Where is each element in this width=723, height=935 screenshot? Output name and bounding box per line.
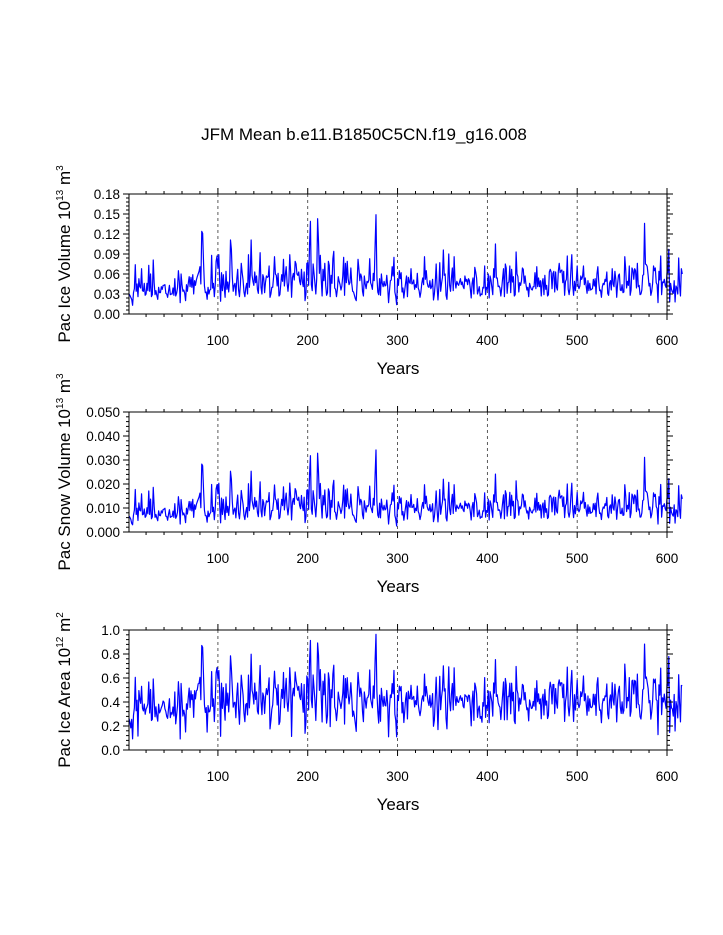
y-tick-label: 0.020 [86, 477, 120, 492]
ice-volume-plot-frame [128, 193, 668, 315]
y-tick-label: 0.4 [101, 695, 120, 710]
y-tick-label: 0.050 [86, 405, 120, 420]
x-tick-label: 600 [656, 769, 679, 784]
x-axis-title: Years [377, 795, 420, 814]
x-tick-label: 500 [566, 333, 589, 348]
x-tick-label: 400 [476, 333, 499, 348]
x-tick-label: 200 [296, 769, 319, 784]
x-tick-label: 300 [386, 769, 409, 784]
ice-area-series-line [128, 633, 683, 740]
y-tick-label: 0.09 [94, 247, 120, 262]
ice-area-plot-frame [128, 629, 668, 751]
x-tick-label: 600 [656, 333, 679, 348]
y-tick-label: 0.2 [101, 719, 120, 734]
y-axis-title: Pac Snow Volume 1013 m3 [55, 373, 74, 571]
y-tick-label: 0.6 [101, 671, 120, 686]
y-tick-label: 0.0 [101, 743, 120, 758]
y-tick-label: 0.06 [94, 267, 120, 282]
y-tick-label: 0.010 [86, 501, 120, 516]
y-axis-title: Pac Ice Area 1012 m2 [55, 612, 74, 768]
y-tick-label: 0.00 [94, 307, 120, 322]
y-tick-label: 0.12 [94, 227, 120, 242]
panel-ice-volume: 0.00 0.03 0.06 0.09 0.12 0.15 0.18 100 200 300 400… [55, 165, 683, 378]
x-tick-label: 200 [296, 333, 319, 348]
x-tick-label: 300 [386, 551, 409, 566]
y-tick-label: 0.030 [86, 453, 120, 468]
y-tick-label: 0.18 [94, 187, 120, 202]
y-tick-label: 0.000 [86, 525, 120, 540]
y-tick-label: 0.15 [94, 207, 120, 222]
figure-title: JFM Mean b.e11.B1850C5CN.f19_g16.008 [201, 125, 527, 144]
snow-volume-series-line [128, 449, 683, 527]
x-tick-label: 200 [296, 551, 319, 566]
x-tick-label: 100 [207, 333, 230, 348]
panel-snow-volume: 0.000 0.010 0.020 0.030 0.040 0.050 100 200 300 4… [55, 373, 683, 596]
y-tick-label: 0.040 [86, 429, 120, 444]
y-tick-label: 0.03 [94, 287, 120, 302]
x-tick-label: 400 [476, 551, 499, 566]
panel-ice-area: 0.0 0.2 0.4 0.6 0.8 1.0 100 200 300 400 500 600 Year… [55, 612, 683, 814]
ice-volume-series-line [128, 214, 683, 306]
x-tick-label: 600 [656, 551, 679, 566]
y-tick-label: 1.0 [101, 623, 120, 638]
x-axis-title: Years [377, 359, 420, 378]
x-tick-label: 500 [566, 769, 589, 784]
x-tick-label: 400 [476, 769, 499, 784]
x-tick-label: 100 [207, 551, 230, 566]
x-tick-label: 300 [386, 333, 409, 348]
x-tick-label: 100 [207, 769, 230, 784]
y-axis-title: Pac Ice Volume 1013 m3 [55, 165, 74, 343]
x-tick-label: 500 [566, 551, 589, 566]
x-axis-title: Years [377, 577, 420, 596]
y-tick-label: 0.8 [101, 647, 120, 662]
